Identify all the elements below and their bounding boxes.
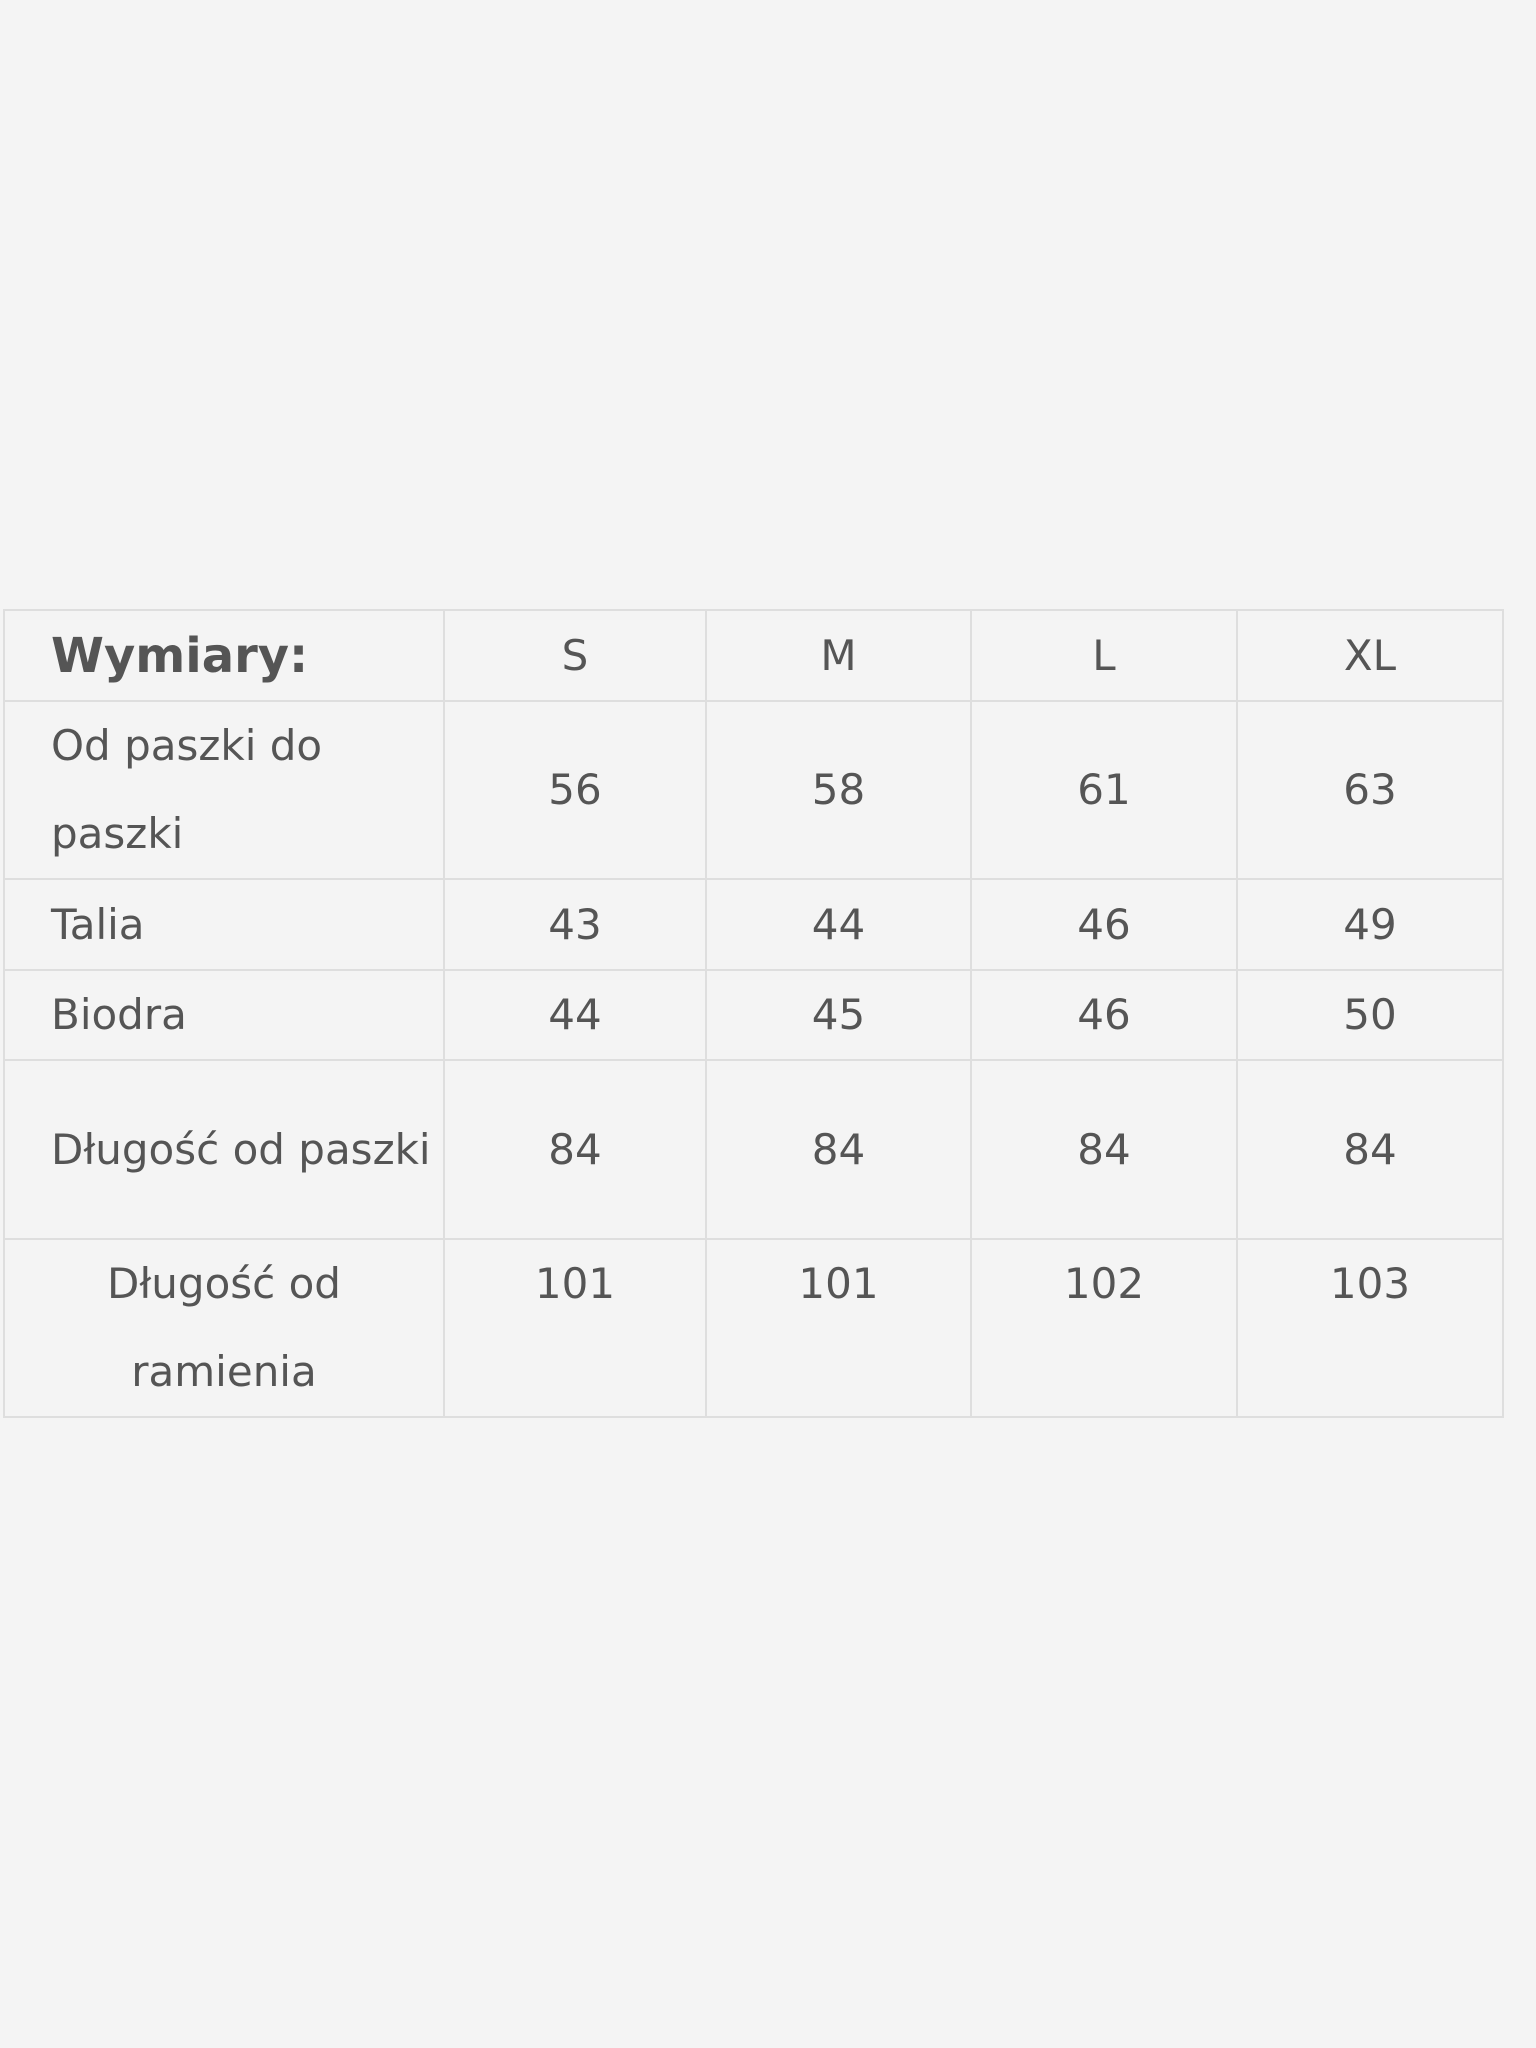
cell-value: 45: [705, 969, 972, 1061]
cell-value: 63: [1236, 700, 1504, 880]
cell-value: 46: [970, 878, 1238, 971]
cell-value: 44: [705, 878, 972, 971]
cell-value: 84: [970, 1059, 1238, 1240]
table-row: Długość od paszki 84 84 84 84: [3, 1059, 1504, 1240]
cell-value: 84: [1236, 1059, 1504, 1240]
table-row: Talia 43 44 46 49: [3, 878, 1504, 971]
cell-value: 44: [443, 969, 707, 1061]
cell-value: 56: [443, 700, 707, 880]
cell-value: 84: [443, 1059, 707, 1240]
header-size-s: S: [443, 609, 707, 702]
cell-value: 103: [1236, 1238, 1504, 1418]
cell-value: 43: [443, 878, 707, 971]
cell-value: 46: [970, 969, 1238, 1061]
row-label: Talia: [3, 878, 445, 971]
header-size-l: L: [970, 609, 1238, 702]
cell-value: 101: [705, 1238, 972, 1418]
row-label: Biodra: [3, 969, 445, 1061]
table-row: Długość od ramienia 101 101 102 103: [3, 1238, 1504, 1418]
table-row: Od paszki do paszki 56 58 61 63: [3, 700, 1504, 880]
row-label: Długość od paszki: [3, 1059, 445, 1240]
cell-value: 50: [1236, 969, 1504, 1061]
cell-value: 61: [970, 700, 1238, 880]
cell-value: 102: [970, 1238, 1238, 1418]
table-row: Biodra 44 45 46 50: [3, 969, 1504, 1061]
cell-value: 58: [705, 700, 972, 880]
row-label: Długość od ramienia: [3, 1238, 445, 1418]
header-size-xl: XL: [1236, 609, 1504, 702]
cell-value: 49: [1236, 878, 1504, 971]
cell-value: 101: [443, 1238, 707, 1418]
header-size-m: M: [705, 609, 972, 702]
header-label: Wymiary:: [3, 609, 445, 702]
row-label: Od paszki do paszki: [3, 700, 445, 880]
cell-value: 84: [705, 1059, 972, 1240]
table-header-row: Wymiary: S M L XL: [3, 609, 1504, 702]
size-table: Wymiary: S M L XL Od paszki do paszki 56 5…: [3, 609, 1504, 1418]
